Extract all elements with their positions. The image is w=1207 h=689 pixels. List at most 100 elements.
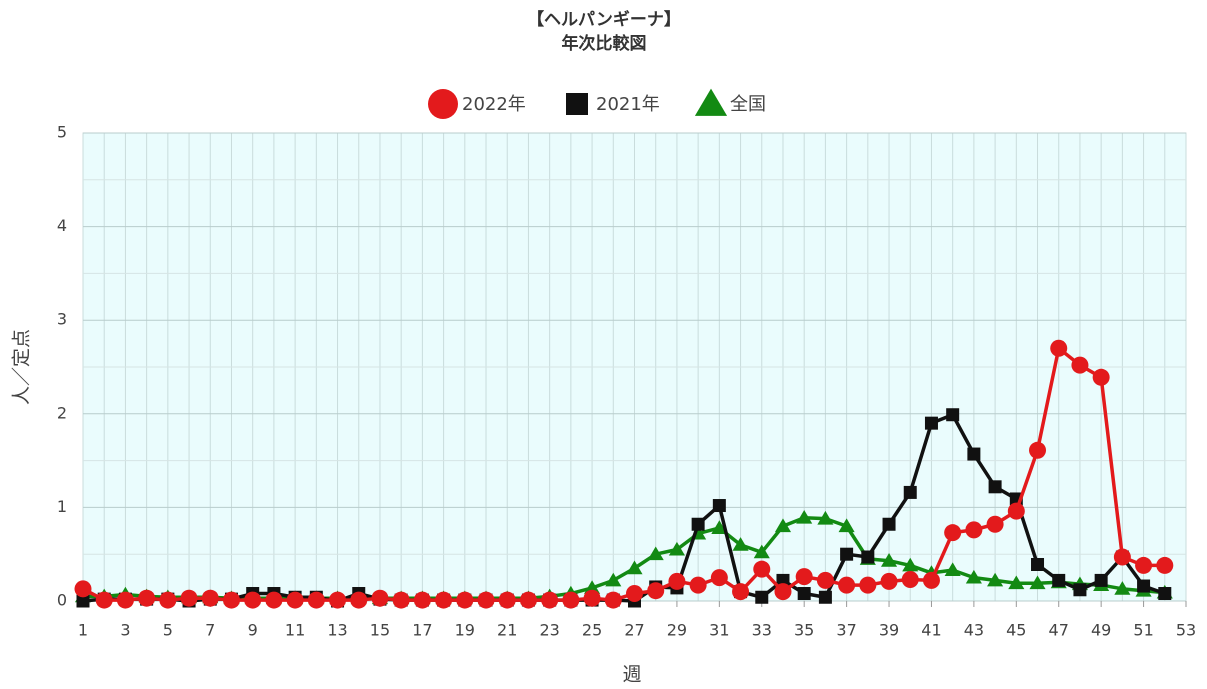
data-point: [711, 520, 728, 534]
data-point: [859, 576, 877, 594]
data-point: [712, 499, 726, 513]
x-tick-label: 29: [667, 621, 687, 640]
data-point: [76, 594, 90, 608]
data-point: [988, 480, 1002, 494]
x-tick-label: 47: [1049, 621, 1069, 640]
data-point: [795, 568, 813, 586]
series-line: [82, 412, 1166, 603]
data-point: [329, 591, 347, 609]
data-point: [222, 591, 240, 609]
data-point: [753, 544, 770, 559]
data-point: [689, 576, 707, 594]
data-point: [605, 572, 622, 587]
data-point: [840, 547, 854, 561]
data-point: [1113, 548, 1131, 566]
data-point: [818, 590, 832, 604]
legend-label: 全国: [730, 94, 766, 115]
data-point: [1158, 587, 1172, 601]
data-point: [1094, 573, 1108, 587]
data-point: [774, 518, 792, 533]
data-point: [201, 589, 219, 607]
data-point: [965, 521, 983, 539]
chart-subtitle: 年次比較図: [562, 33, 647, 54]
data-point: [796, 509, 813, 524]
data-point: [286, 591, 304, 609]
legend-marker: [428, 89, 458, 119]
data-point: [477, 591, 495, 609]
data-point: [307, 591, 325, 609]
y-tick-label: 3: [57, 310, 67, 329]
data-point: [1029, 441, 1047, 459]
series-line: [82, 346, 1165, 602]
data-point: [138, 589, 156, 607]
data-point: [944, 524, 962, 542]
x-tick-label: 53: [1176, 621, 1196, 640]
x-tick-label: 27: [624, 621, 644, 640]
y-tick-label: 4: [57, 216, 67, 235]
data-point: [776, 573, 790, 587]
data-point: [880, 572, 898, 590]
data-point: [922, 571, 940, 589]
y-tick-label: 0: [57, 591, 67, 610]
x-tick-label: 5: [163, 621, 173, 640]
data-point: [902, 557, 919, 572]
data-point: [732, 583, 750, 601]
data-point: [583, 589, 601, 607]
x-tick-label: 15: [370, 621, 390, 640]
data-point: [774, 583, 792, 601]
data-point: [986, 515, 1004, 533]
data-point: [668, 572, 686, 590]
data-point: [498, 591, 516, 609]
data-point: [817, 510, 834, 525]
y-tick-label: 2: [57, 403, 67, 422]
data-point: [753, 560, 771, 578]
data-point: [1071, 356, 1089, 374]
data-point: [1052, 573, 1066, 587]
data-point: [265, 591, 283, 609]
data-point: [1007, 502, 1025, 520]
x-tick-label: 25: [582, 621, 602, 640]
data-point: [562, 591, 580, 609]
x-tick-label: 49: [1091, 621, 1111, 640]
data-point: [903, 485, 917, 499]
x-axis-label: 週: [622, 664, 641, 686]
data-point: [965, 569, 982, 584]
data-point: [987, 572, 1004, 587]
data-point: [626, 560, 643, 575]
x-tick-label: 51: [1133, 621, 1153, 640]
data-point: [816, 571, 834, 589]
data-point: [691, 517, 705, 531]
x-tick-label: 41: [921, 621, 941, 640]
data-point: [519, 591, 537, 609]
data-point: [838, 518, 855, 533]
x-tick-label: 31: [709, 621, 729, 640]
data-point: [647, 546, 664, 561]
data-point: [435, 591, 453, 609]
data-point: [584, 580, 601, 594]
x-tick-label: 23: [539, 621, 559, 640]
x-tick-label: 43: [964, 621, 984, 640]
data-point: [1135, 556, 1153, 574]
data-point: [755, 590, 769, 604]
y-tick-label: 1: [57, 497, 67, 516]
data-point: [244, 591, 262, 609]
data-point: [626, 585, 643, 603]
x-tick-label: 19: [455, 621, 475, 640]
data-point: [74, 580, 92, 598]
data-point: [1050, 339, 1068, 357]
legend-marker: [566, 93, 588, 115]
data-point: [1156, 556, 1174, 574]
y-tick-label: 5: [57, 123, 67, 142]
data-point: [1073, 583, 1087, 597]
legend-label: 2021年: [596, 94, 660, 115]
data-point: [392, 591, 410, 609]
data-point: [1029, 575, 1046, 590]
x-tick-label: 13: [327, 621, 347, 640]
data-point: [861, 550, 875, 564]
data-point: [882, 517, 896, 531]
data-point: [880, 553, 898, 567]
legend-marker: [694, 88, 728, 116]
x-tick-label: 39: [879, 621, 899, 640]
data-point: [1008, 575, 1025, 590]
